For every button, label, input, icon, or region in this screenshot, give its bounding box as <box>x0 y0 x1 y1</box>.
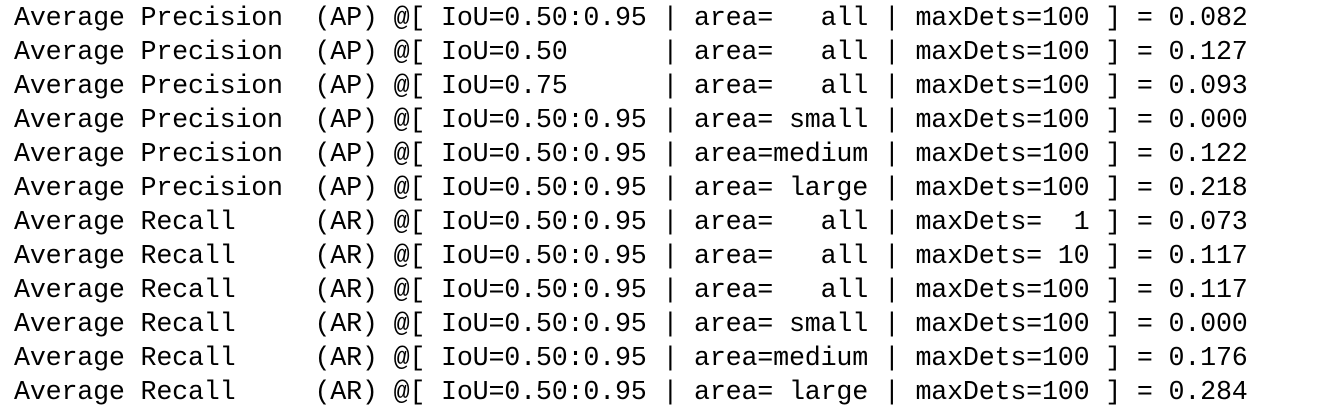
metric-line-ar-medium: Average Recall (AR) @[ IoU=0.50:0.95 | a… <box>14 344 1248 374</box>
metric-line-ap-all: Average Precision (AP) @[ IoU=0.50:0.95 … <box>14 4 1248 34</box>
metric-line-ap-iou50: Average Precision (AP) @[ IoU=0.50 | are… <box>14 38 1248 68</box>
metric-line-ar-large: Average Recall (AR) @[ IoU=0.50:0.95 | a… <box>14 378 1248 408</box>
metric-line-ap-small: Average Precision (AP) @[ IoU=0.50:0.95 … <box>14 106 1248 136</box>
metric-line-ar-maxdets-1: Average Recall (AR) @[ IoU=0.50:0.95 | a… <box>14 208 1248 238</box>
metric-line-ap-medium: Average Precision (AP) @[ IoU=0.50:0.95 … <box>14 140 1248 170</box>
metric-line-ap-iou75: Average Precision (AP) @[ IoU=0.75 | are… <box>14 72 1248 102</box>
metric-line-ar-maxdets-100: Average Recall (AR) @[ IoU=0.50:0.95 | a… <box>14 276 1248 306</box>
metric-line-ar-small: Average Recall (AR) @[ IoU=0.50:0.95 | a… <box>14 310 1248 340</box>
metric-line-ar-maxdets-10: Average Recall (AR) @[ IoU=0.50:0.95 | a… <box>14 242 1248 272</box>
metric-line-ap-large: Average Precision (AP) @[ IoU=0.50:0.95 … <box>14 174 1248 204</box>
